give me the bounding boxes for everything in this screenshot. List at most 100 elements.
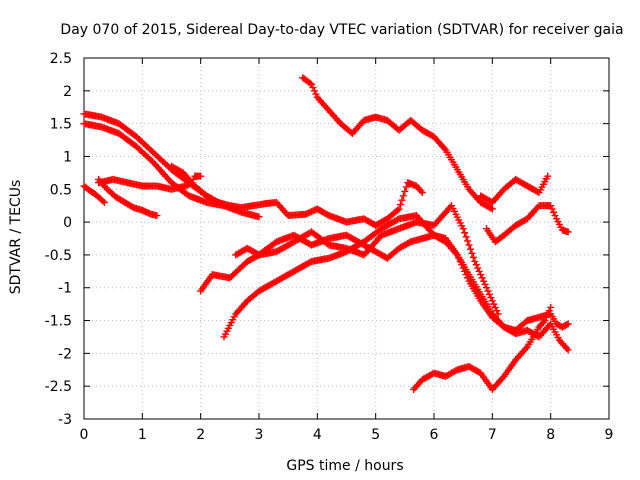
data-point	[564, 346, 572, 354]
data-point	[458, 261, 466, 269]
data-point	[453, 251, 461, 259]
y-tick-label: 0	[63, 215, 72, 231]
x-tick-label: 4	[313, 427, 322, 443]
data-point	[310, 87, 318, 95]
data-point	[459, 264, 467, 272]
y-tick-label: -1.5	[45, 314, 72, 330]
data-point	[472, 261, 480, 269]
y-tick-label: 2	[63, 84, 72, 100]
data-point	[455, 254, 463, 262]
data-point	[462, 271, 470, 279]
data-series	[80, 182, 108, 206]
data-point	[488, 205, 496, 213]
x-tick-label: 6	[430, 427, 439, 443]
data-point	[551, 212, 559, 220]
x-tick-label: 1	[138, 427, 147, 443]
x-tick-label: 8	[546, 427, 555, 443]
data-point	[306, 79, 314, 87]
data-point	[468, 249, 476, 257]
data-point	[547, 202, 555, 210]
axis-ticks: 0 1 2 3 4 5 6 7 8 9 -3 -2.5 -2 -1.5 -1 -0.5 0 0.5 1 1.5 2 2.5	[45, 51, 614, 443]
data-point	[394, 206, 402, 214]
data-point	[488, 297, 496, 305]
data-point	[493, 307, 501, 315]
data-point	[478, 274, 486, 282]
data-point	[456, 257, 464, 265]
data-point	[153, 212, 161, 220]
data-point	[474, 264, 482, 272]
data-point	[487, 294, 495, 302]
data-point	[485, 290, 493, 298]
x-tick-label: 3	[255, 427, 264, 443]
data-point	[398, 196, 406, 204]
data-point	[542, 313, 550, 321]
y-tick-label: -3	[58, 412, 72, 428]
data-point	[483, 284, 490, 292]
y-tick-label: 0.5	[50, 182, 72, 198]
data-point	[469, 253, 477, 261]
data-series	[483, 202, 572, 246]
data-point	[480, 277, 488, 285]
data-point	[464, 237, 472, 245]
data-point	[471, 257, 479, 265]
data-point	[99, 197, 107, 205]
data-point	[544, 310, 552, 318]
data-point	[308, 80, 315, 88]
data-series	[410, 303, 555, 393]
data-series	[299, 74, 496, 213]
x-axis-title: GPS time / hours	[286, 458, 403, 474]
data-point	[466, 245, 474, 253]
data-point	[563, 321, 571, 329]
data-point	[550, 208, 558, 216]
data-point	[461, 267, 469, 275]
data-point	[547, 303, 555, 311]
data-point	[462, 233, 470, 241]
y-tick-label: 2.5	[50, 51, 72, 67]
data-point	[396, 201, 404, 209]
data-series	[168, 162, 426, 229]
data-point	[395, 205, 403, 213]
data-point	[312, 90, 320, 98]
x-tick-label: 2	[196, 427, 205, 443]
y-axis-title: SDTVAR / TECUs	[8, 180, 24, 295]
data-point	[564, 228, 572, 236]
y-tick-label: -0.5	[45, 248, 72, 264]
data-point	[418, 189, 426, 197]
data-point	[399, 192, 407, 200]
y-tick-label: 1	[63, 149, 72, 165]
data-point	[541, 317, 549, 325]
data-point	[475, 267, 483, 275]
data-point	[100, 198, 108, 206]
data-point	[491, 303, 499, 311]
data-point	[487, 204, 495, 212]
data-point	[545, 307, 553, 315]
chart-title: Day 070 of 2015, Sidereal Day-to-day VTE…	[60, 22, 623, 38]
data-point	[309, 84, 317, 92]
data-points	[80, 74, 572, 393]
data-series	[477, 172, 552, 206]
data-point	[477, 271, 485, 279]
data-point	[484, 287, 492, 295]
data-point	[459, 225, 467, 233]
data-point	[464, 274, 472, 282]
data-point	[255, 213, 263, 221]
data-point	[401, 187, 409, 195]
data-series	[220, 212, 572, 341]
data-series	[95, 172, 205, 193]
data-point	[197, 172, 205, 180]
x-tick-label: 9	[605, 427, 614, 443]
data-point	[490, 300, 498, 308]
y-tick-label: -1	[58, 281, 72, 297]
data-point	[548, 205, 556, 213]
y-tick-label: -2.5	[45, 379, 72, 395]
data-point	[544, 172, 552, 180]
data-point	[481, 280, 489, 288]
x-tick-label: 5	[371, 427, 380, 443]
x-tick-label: 0	[80, 427, 89, 443]
data-point	[402, 183, 410, 191]
data-series	[232, 231, 572, 354]
x-tick-label: 7	[488, 427, 497, 443]
y-tick-label: 1.5	[50, 117, 72, 133]
y-tick-label: -2	[58, 346, 72, 362]
